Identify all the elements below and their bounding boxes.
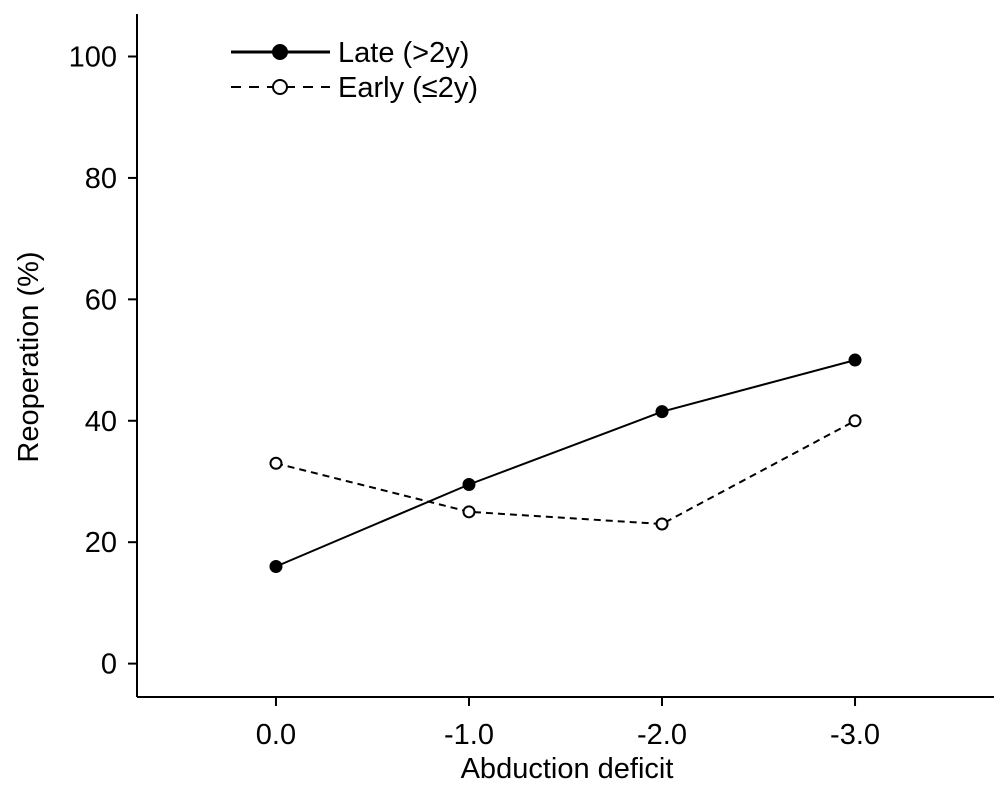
x-tick-label: -2.0 <box>637 719 687 751</box>
data-point-late <box>655 405 669 419</box>
legend-label-late: Late (>2y) <box>338 37 469 69</box>
y-axis-title: Reoperation (%) <box>13 251 45 462</box>
legend-marker-early <box>272 79 288 95</box>
y-tick-label: 40 <box>85 406 117 438</box>
y-tick-label: 60 <box>85 284 117 316</box>
axes: 0 20 40 60 80 100 0.0 -1.0 -2.0 -3.0 <box>69 14 994 751</box>
data-point-late <box>269 559 283 573</box>
y-tick-label: 80 <box>85 163 117 195</box>
y-tick-label: 100 <box>69 41 117 73</box>
x-tick-label: -3.0 <box>830 719 880 751</box>
data-point-early <box>655 517 669 531</box>
data-point-late <box>462 478 476 492</box>
data-point-early <box>462 505 476 519</box>
legend-marker-late <box>272 44 288 60</box>
legend: Late (>2y)Early (≤2y) <box>231 37 478 104</box>
data-point-late <box>848 353 862 367</box>
y-tick-label: 20 <box>85 527 117 559</box>
series-line-early <box>275 419 856 526</box>
x-tick-label: -1.0 <box>444 719 494 751</box>
series-line-late <box>275 359 856 568</box>
x-axis-title: Abduction deficit <box>461 753 674 785</box>
x-tick-label: 0.0 <box>256 719 296 751</box>
data-point-early <box>269 456 283 470</box>
series-layer <box>269 353 862 573</box>
legend-label-early: Early (≤2y) <box>338 72 478 104</box>
data-point-early <box>848 414 862 428</box>
y-tick-label: 0 <box>101 649 117 681</box>
